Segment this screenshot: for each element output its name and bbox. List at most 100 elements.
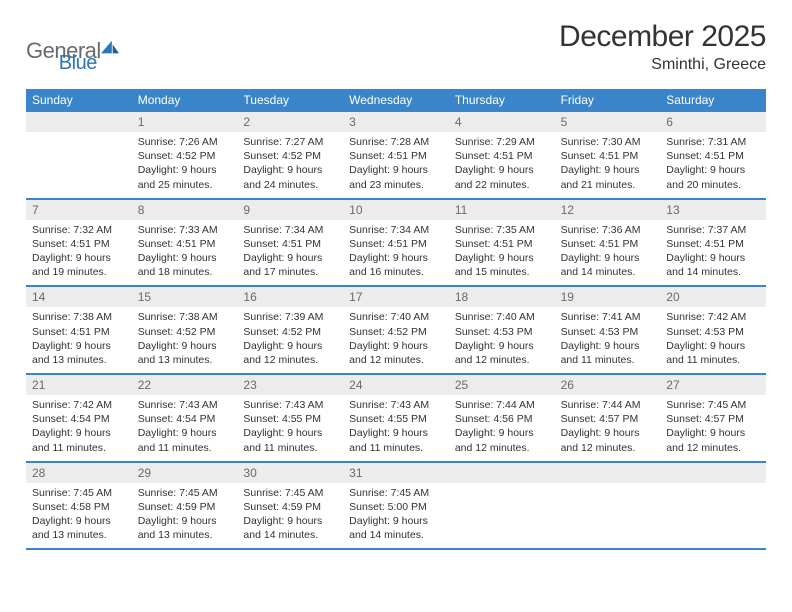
sunrise-line: Sunrise: 7:43 AM bbox=[138, 398, 232, 412]
day-body: Sunrise: 7:31 AMSunset: 4:51 PMDaylight:… bbox=[660, 132, 766, 198]
daylight-line: Daylight: 9 hours and 13 minutes. bbox=[138, 514, 232, 542]
sunset-line: Sunset: 4:51 PM bbox=[561, 149, 655, 163]
day-cell: 19Sunrise: 7:41 AMSunset: 4:53 PMDayligh… bbox=[555, 287, 661, 373]
sail-icon bbox=[99, 39, 121, 57]
weekday-header: Wednesday bbox=[343, 89, 449, 112]
sunset-line: Sunset: 4:54 PM bbox=[32, 412, 126, 426]
sunset-line: Sunset: 4:52 PM bbox=[243, 325, 337, 339]
sunrise-line: Sunrise: 7:41 AM bbox=[561, 310, 655, 324]
sunset-line: Sunset: 4:53 PM bbox=[561, 325, 655, 339]
daylight-line: Daylight: 9 hours and 12 minutes. bbox=[666, 426, 760, 454]
daylight-line: Daylight: 9 hours and 16 minutes. bbox=[349, 251, 443, 279]
day-number: 18 bbox=[449, 287, 555, 307]
daylight-line: Daylight: 9 hours and 11 minutes. bbox=[666, 339, 760, 367]
sunset-line: Sunset: 4:51 PM bbox=[138, 237, 232, 251]
day-cell: 3Sunrise: 7:28 AMSunset: 4:51 PMDaylight… bbox=[343, 112, 449, 198]
sunrise-line: Sunrise: 7:29 AM bbox=[455, 135, 549, 149]
weekday-header: Monday bbox=[132, 89, 238, 112]
day-body: Sunrise: 7:34 AMSunset: 4:51 PMDaylight:… bbox=[237, 220, 343, 286]
day-number bbox=[26, 112, 132, 132]
day-cell: 28Sunrise: 7:45 AMSunset: 4:58 PMDayligh… bbox=[26, 463, 132, 549]
day-body: Sunrise: 7:37 AMSunset: 4:51 PMDaylight:… bbox=[660, 220, 766, 286]
day-number: 5 bbox=[555, 112, 661, 132]
day-number: 13 bbox=[660, 200, 766, 220]
weekday-header-row: SundayMondayTuesdayWednesdayThursdayFrid… bbox=[26, 89, 766, 112]
sunrise-line: Sunrise: 7:40 AM bbox=[455, 310, 549, 324]
daylight-line: Daylight: 9 hours and 22 minutes. bbox=[455, 163, 549, 191]
sunset-line: Sunset: 4:57 PM bbox=[561, 412, 655, 426]
page-header: General Blue December 2025 Sminthi, Gree… bbox=[26, 20, 766, 75]
daylight-line: Daylight: 9 hours and 13 minutes. bbox=[32, 514, 126, 542]
sunset-line: Sunset: 4:53 PM bbox=[666, 325, 760, 339]
day-cell: 22Sunrise: 7:43 AMSunset: 4:54 PMDayligh… bbox=[132, 375, 238, 461]
sunrise-line: Sunrise: 7:43 AM bbox=[349, 398, 443, 412]
day-cell: 24Sunrise: 7:43 AMSunset: 4:55 PMDayligh… bbox=[343, 375, 449, 461]
calendar: SundayMondayTuesdayWednesdayThursdayFrid… bbox=[26, 89, 766, 550]
day-number: 31 bbox=[343, 463, 449, 483]
day-body: Sunrise: 7:45 AMSunset: 4:59 PMDaylight:… bbox=[237, 483, 343, 549]
day-body: Sunrise: 7:40 AMSunset: 4:52 PMDaylight:… bbox=[343, 307, 449, 373]
daylight-line: Daylight: 9 hours and 17 minutes. bbox=[243, 251, 337, 279]
sunrise-line: Sunrise: 7:37 AM bbox=[666, 223, 760, 237]
sunset-line: Sunset: 4:55 PM bbox=[349, 412, 443, 426]
day-body: Sunrise: 7:36 AMSunset: 4:51 PMDaylight:… bbox=[555, 220, 661, 286]
daylight-line: Daylight: 9 hours and 19 minutes. bbox=[32, 251, 126, 279]
day-body: Sunrise: 7:45 AMSunset: 4:58 PMDaylight:… bbox=[26, 483, 132, 549]
week-row: 28Sunrise: 7:45 AMSunset: 4:58 PMDayligh… bbox=[26, 463, 766, 551]
sunset-line: Sunset: 4:51 PM bbox=[349, 149, 443, 163]
day-cell: 14 Sunrise: 7:38 AMSunset: 4:51 PMDayligh… bbox=[26, 287, 132, 373]
day-cell bbox=[555, 463, 661, 549]
sunrise-line: Sunrise: 7:38 AM bbox=[138, 310, 232, 324]
day-body: Sunrise: 7:43 AMSunset: 4:55 PMDaylight:… bbox=[237, 395, 343, 461]
sunset-line: Sunset: 5:00 PM bbox=[349, 500, 443, 514]
day-cell: 16Sunrise: 7:39 AMSunset: 4:52 PMDayligh… bbox=[237, 287, 343, 373]
day-number: 14 bbox=[26, 287, 132, 307]
sunrise-line: Sunrise: 7:39 AM bbox=[243, 310, 337, 324]
week-row: 14Sunrise: 7:38 AMSunset: 4:51 PMDayligh… bbox=[26, 287, 766, 375]
daylight-line: Daylight: 9 hours and 12 minutes. bbox=[243, 339, 337, 367]
day-body: Sunrise: 7:30 AMSunset: 4:51 PMDaylight:… bbox=[555, 132, 661, 198]
daylight-line: Daylight: 9 hours and 12 minutes. bbox=[561, 426, 655, 454]
day-body: Sunrise: 7:29 AMSunset: 4:51 PMDaylight:… bbox=[449, 132, 555, 198]
sunrise-line: Sunrise: 7:42 AM bbox=[666, 310, 760, 324]
weekday-header: Saturday bbox=[660, 89, 766, 112]
sunrise-line: Sunrise: 7:44 AM bbox=[455, 398, 549, 412]
sunset-line: Sunset: 4:56 PM bbox=[455, 412, 549, 426]
sunset-line: Sunset: 4:51 PM bbox=[455, 149, 549, 163]
daylight-line: Daylight: 9 hours and 11 minutes. bbox=[349, 426, 443, 454]
daylight-line: Daylight: 9 hours and 14 minutes. bbox=[561, 251, 655, 279]
day-number: 19 bbox=[555, 287, 661, 307]
day-cell: 5Sunrise: 7:30 AMSunset: 4:51 PMDaylight… bbox=[555, 112, 661, 198]
daylight-line: Daylight: 9 hours and 24 minutes. bbox=[243, 163, 337, 191]
day-number: 25 bbox=[449, 375, 555, 395]
sunrise-line: Sunrise: 7:34 AM bbox=[349, 223, 443, 237]
day-body: Sunrise: 7:44 AMSunset: 4:57 PMDaylight:… bbox=[555, 395, 661, 461]
day-cell bbox=[26, 112, 132, 198]
sunset-line: Sunset: 4:51 PM bbox=[32, 325, 126, 339]
day-cell: 30Sunrise: 7:45 AMSunset: 4:59 PMDayligh… bbox=[237, 463, 343, 549]
day-body: Sunrise: 7:43 AMSunset: 4:55 PMDaylight:… bbox=[343, 395, 449, 461]
day-body: Sunrise: 7:42 AMSunset: 4:54 PMDaylight:… bbox=[26, 395, 132, 461]
week-row: 21Sunrise: 7:42 AMSunset: 4:54 PMDayligh… bbox=[26, 375, 766, 463]
daylight-line: Daylight: 9 hours and 18 minutes. bbox=[138, 251, 232, 279]
daylight-line: Daylight: 9 hours and 23 minutes. bbox=[349, 163, 443, 191]
day-cell: 17Sunrise: 7:40 AMSunset: 4:52 PMDayligh… bbox=[343, 287, 449, 373]
day-body: Sunrise: 7:45 AMSunset: 5:00 PMDaylight:… bbox=[343, 483, 449, 549]
sunrise-line: Sunrise: 7:38 AM bbox=[32, 310, 126, 324]
daylight-line: Daylight: 9 hours and 20 minutes. bbox=[666, 163, 760, 191]
sunset-line: Sunset: 4:53 PM bbox=[455, 325, 549, 339]
sunset-line: Sunset: 4:58 PM bbox=[32, 500, 126, 514]
brand-logo: General Blue bbox=[26, 20, 97, 75]
sunset-line: Sunset: 4:52 PM bbox=[349, 325, 443, 339]
daylight-line: Daylight: 9 hours and 12 minutes. bbox=[455, 426, 549, 454]
day-cell: 15Sunrise: 7:38 AMSunset: 4:52 PMDayligh… bbox=[132, 287, 238, 373]
day-cell: 10Sunrise: 7:34 AMSunset: 4:51 PMDayligh… bbox=[343, 200, 449, 286]
sunset-line: Sunset: 4:51 PM bbox=[349, 237, 443, 251]
day-body bbox=[660, 483, 766, 533]
week-row: 7Sunrise: 7:32 AMSunset: 4:51 PMDaylight… bbox=[26, 200, 766, 288]
sunrise-line: Sunrise: 7:31 AM bbox=[666, 135, 760, 149]
day-body: Sunrise: 7:32 AMSunset: 4:51 PMDaylight:… bbox=[26, 220, 132, 286]
sunset-line: Sunset: 4:52 PM bbox=[138, 149, 232, 163]
sunrise-line: Sunrise: 7:30 AM bbox=[561, 135, 655, 149]
daylight-line: Daylight: 9 hours and 13 minutes. bbox=[32, 339, 126, 367]
